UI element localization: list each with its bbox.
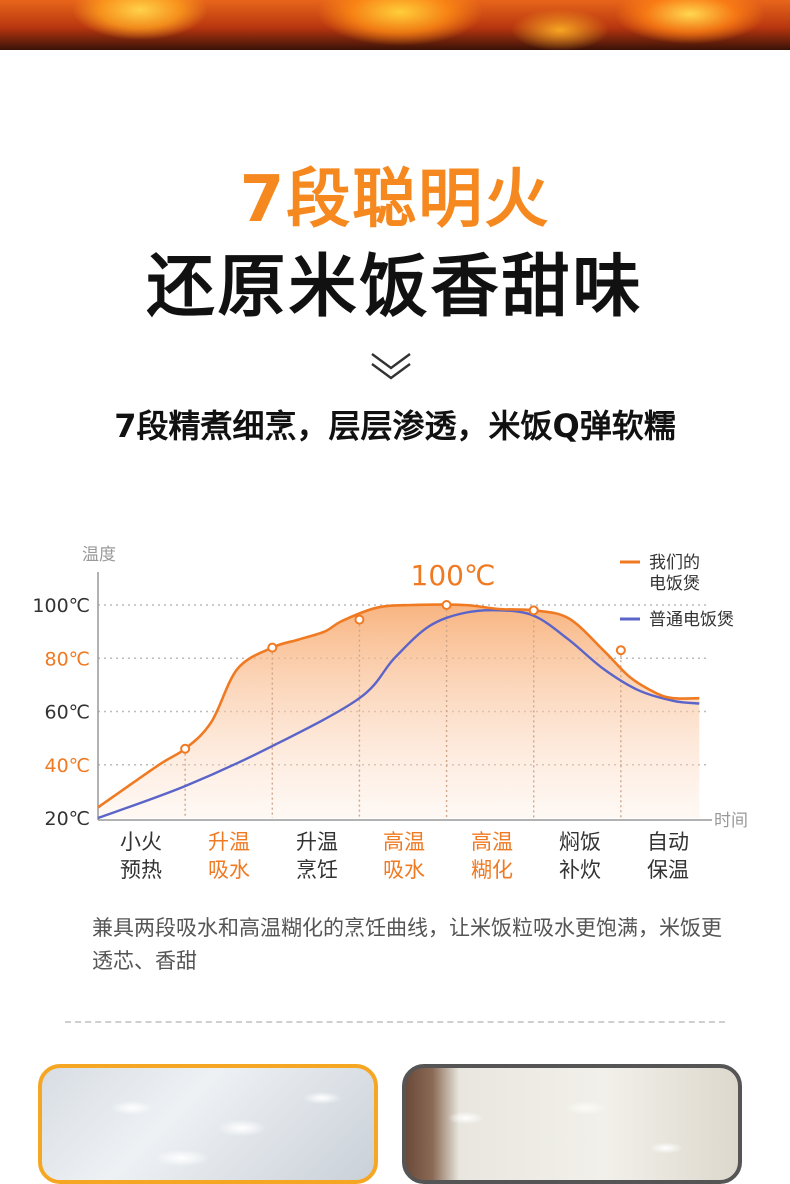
data-point-marker-5 <box>528 605 539 616</box>
data-point-marker-1 <box>180 743 191 754</box>
temperature-chart: 温度 时间 100℃ 80℃ 60℃ 40℃ 20℃ 100℃ 我们的 电饭煲 普通电饭… <box>32 545 748 831</box>
category-label-5: 高温 糊化 <box>452 828 532 884</box>
peak-annotation: 100℃ <box>411 559 496 592</box>
category-1-line2: 预热 <box>120 858 162 882</box>
chart-description: 兼具两段吸水和高温糊化的烹饪曲线，让米饭粒吸水更饱满，米饭更透芯、香甜 <box>92 916 722 973</box>
rice-photo-our-cooker <box>38 1064 378 1184</box>
category-3-line2: 烹饪 <box>296 858 338 882</box>
series-line-our-cooker <box>97 603 700 809</box>
y-axis-label: 温度 <box>82 545 116 565</box>
category-1-line1: 小火 <box>120 830 162 854</box>
double-chevron-down-icon <box>371 353 411 380</box>
category-5-line2: 糊化 <box>471 858 513 882</box>
data-point-marker-4 <box>441 600 452 610</box>
our-cooker-area <box>98 604 700 818</box>
y-tick-label-60: 60℃ <box>44 702 90 724</box>
legend-label-our-cooker-line2: 电饭煲 <box>649 574 700 594</box>
page-title: 7段聪明火 <box>239 163 551 237</box>
category-label-1: 小火 预热 <box>101 828 181 884</box>
subtitle: 7段精煮细烹，层层渗透，米饭Q弹软糯 <box>114 407 676 445</box>
category-label-6: 焖饭 补炊 <box>540 828 620 884</box>
category-4-line2: 吸水 <box>383 858 425 882</box>
data-point-marker-3 <box>354 614 365 625</box>
category-5-line1: 高温 <box>471 830 513 854</box>
category-7-line2: 保温 <box>647 858 689 882</box>
legend-label-our-cooker-line1: 我们的 <box>649 553 700 573</box>
category-label-3: 升温 烹饪 <box>277 828 357 884</box>
category-3-line1: 升温 <box>296 830 338 854</box>
legend-label-normal-cooker: 普通电饭煲 <box>649 610 734 630</box>
chart-legend: 我们的 电饭煲 普通电饭煲 <box>620 553 734 630</box>
category-6-line2: 补炊 <box>559 858 601 882</box>
y-tick-label-80: 80℃ <box>44 648 90 670</box>
category-label-2: 升温 吸水 <box>189 828 269 884</box>
rice-photo-normal-cooker <box>402 1064 742 1184</box>
y-tick-label-20: 20℃ <box>44 808 90 830</box>
series-line-normal-cooker <box>97 608 700 820</box>
category-4-line1: 高温 <box>383 830 425 854</box>
category-2-line2: 吸水 <box>208 858 250 882</box>
category-2-line1: 升温 <box>208 830 250 854</box>
category-6-line1: 焖饭 <box>559 830 601 854</box>
category-label-4: 高温 吸水 <box>364 828 444 884</box>
y-tick-label-100: 100℃ <box>32 595 90 617</box>
data-point-marker-2 <box>267 642 278 653</box>
fire-banner-image <box>0 0 790 50</box>
data-point-marker-6 <box>615 645 626 656</box>
x-axis-label: 时间 <box>714 811 748 831</box>
y-tick-label-40: 40℃ <box>44 755 90 777</box>
page-headline: 还原米饭香甜味 <box>146 248 644 327</box>
dashed-divider <box>65 1021 725 1023</box>
category-7-line1: 自动 <box>647 830 689 854</box>
category-label-7: 自动 保温 <box>628 828 708 884</box>
